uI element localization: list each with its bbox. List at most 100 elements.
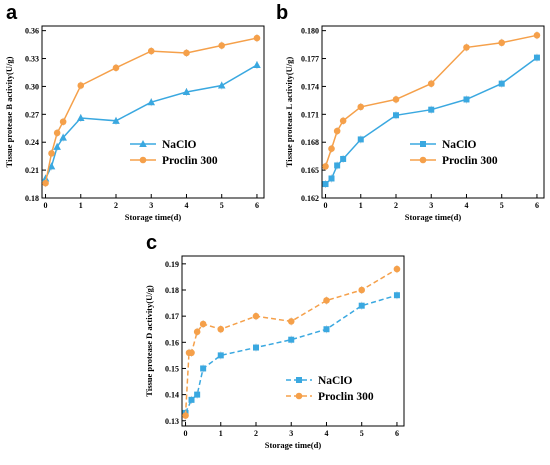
plot-frame-b xyxy=(321,25,545,199)
x-axis-title: Storage time(d) xyxy=(125,212,182,222)
y-tick-label: 0.15 xyxy=(165,364,179,373)
y-tick-label: 0.165 xyxy=(301,166,319,175)
data-point-proclin-300 xyxy=(427,80,435,87)
x-tick-label: 3 xyxy=(289,429,293,438)
y-tick-label: 0.33 xyxy=(25,55,39,64)
data-point-naclo xyxy=(200,365,207,372)
data-point-naclo xyxy=(334,162,341,169)
x-tick-label: 5 xyxy=(360,429,364,438)
plot-frame-a xyxy=(41,25,265,199)
x-tick-label: 0 xyxy=(44,201,48,210)
data-point-naclo xyxy=(393,292,400,299)
x-tick-label: 2 xyxy=(254,429,258,438)
legend-marker xyxy=(420,141,426,147)
data-point-proclin-300 xyxy=(357,103,365,111)
data-point-proclin-300 xyxy=(48,150,55,157)
x-tick-label: 1 xyxy=(79,201,83,210)
data-point-naclo xyxy=(76,114,85,122)
data-point-naclo xyxy=(533,54,540,61)
y-tick-label: 0.18 xyxy=(165,286,179,295)
data-point-naclo xyxy=(340,155,347,162)
data-point-naclo xyxy=(182,88,191,96)
chart-panel-c: 0 1 2 3 4 5 6 0.13 0.14 0.15 0.16 0.17 0.18 0.19 Stora… xyxy=(144,255,405,450)
y-axis-title: Tissue protease L activity(U/g) xyxy=(284,57,294,168)
x-tick-label: 1 xyxy=(359,201,363,210)
x-tick-label: 3 xyxy=(149,201,153,210)
data-point-proclin-300 xyxy=(42,179,49,187)
data-point-naclo xyxy=(253,344,259,351)
data-point-proclin-300 xyxy=(183,49,190,57)
data-point-naclo xyxy=(463,96,470,103)
x-tick-label: 6 xyxy=(535,201,539,210)
y-tick-label: 0.18 xyxy=(25,194,39,203)
data-point-naclo xyxy=(328,175,335,182)
legend-label: NaClO xyxy=(442,139,477,151)
legend-marker xyxy=(139,140,147,147)
x-tick-label: 3 xyxy=(429,201,433,210)
data-point-proclin-300 xyxy=(333,127,341,135)
data-point-naclo xyxy=(357,136,364,143)
data-point-proclin-300 xyxy=(328,145,335,153)
data-point-proclin-300 xyxy=(498,39,506,47)
data-point-proclin-300 xyxy=(193,328,201,336)
data-point-naclo xyxy=(47,162,56,170)
data-point-proclin-300 xyxy=(323,297,330,304)
data-point-naclo xyxy=(217,81,226,89)
data-point-naclo xyxy=(59,133,67,141)
x-tick-label: 5 xyxy=(220,201,224,210)
legend-marker xyxy=(295,392,303,400)
data-point-naclo xyxy=(41,174,50,182)
y-tick-label: 0.24 xyxy=(25,138,39,147)
data-point-naclo xyxy=(217,352,224,359)
chart-panel-b: 0 1 2 3 4 5 6 0.162 0.165 0.168 0.171 0.174 0.177 0.1… xyxy=(284,25,545,222)
series-line-naclo xyxy=(44,64,258,179)
series-line-naclo xyxy=(324,56,538,185)
x-tick-label: 4 xyxy=(464,201,468,210)
data-point-proclin-300 xyxy=(393,265,401,273)
data-point-naclo xyxy=(322,181,329,188)
data-point-naclo xyxy=(188,396,195,403)
chart-panel-a: 0 1 2 3 4 5 6 0.18 0.21 0.24 0.27 0.30 0.33 0.36 Stora… xyxy=(4,25,265,222)
y-tick-label: 0.16 xyxy=(165,338,179,347)
plot-frame-c xyxy=(181,255,405,427)
data-point-naclo xyxy=(323,326,330,333)
y-tick-label: 0.19 xyxy=(165,260,179,269)
data-point-proclin-300 xyxy=(463,44,470,51)
x-tick-label: 6 xyxy=(395,429,399,438)
legend-label: Proclin 300 xyxy=(318,391,374,403)
data-point-naclo xyxy=(112,116,120,124)
x-tick-label: 4 xyxy=(184,201,188,210)
y-tick-label: 0.27 xyxy=(25,110,39,119)
data-point-naclo xyxy=(393,112,399,119)
data-point-proclin-300 xyxy=(392,96,400,103)
y-tick-label: 0.168 xyxy=(301,138,319,147)
y-axis-title: Tissue protease D activity(U/g) xyxy=(144,285,154,397)
legend-label: NaClO xyxy=(318,375,353,387)
data-point-proclin-300 xyxy=(252,312,260,320)
y-tick-label: 0.180 xyxy=(301,27,319,36)
data-point-proclin-300 xyxy=(59,118,67,126)
data-point-proclin-300 xyxy=(322,163,329,170)
legend-label: Proclin 300 xyxy=(162,155,218,167)
data-point-proclin-300 xyxy=(217,325,225,333)
x-tick-label: 4 xyxy=(324,429,328,438)
y-tick-label: 0.162 xyxy=(301,194,319,203)
x-tick-label: 2 xyxy=(394,201,398,210)
y-tick-label: 0.171 xyxy=(301,110,319,119)
y-tick-label: 0.13 xyxy=(165,417,179,426)
y-tick-label: 0.177 xyxy=(301,55,319,64)
data-point-proclin-300 xyxy=(112,64,120,72)
y-tick-label: 0.21 xyxy=(25,166,39,175)
x-tick-label: 1 xyxy=(219,429,223,438)
legend-label: NaClO xyxy=(162,139,197,151)
data-point-naclo xyxy=(288,336,295,343)
series-line-proclin-300 xyxy=(44,37,258,184)
x-tick-label: 0 xyxy=(324,201,328,210)
x-tick-label: 0 xyxy=(184,429,188,438)
data-point-proclin-300 xyxy=(53,129,61,137)
panel-letter-c: c xyxy=(146,232,157,254)
data-point-proclin-300 xyxy=(533,31,541,39)
data-point-naclo xyxy=(498,80,505,87)
